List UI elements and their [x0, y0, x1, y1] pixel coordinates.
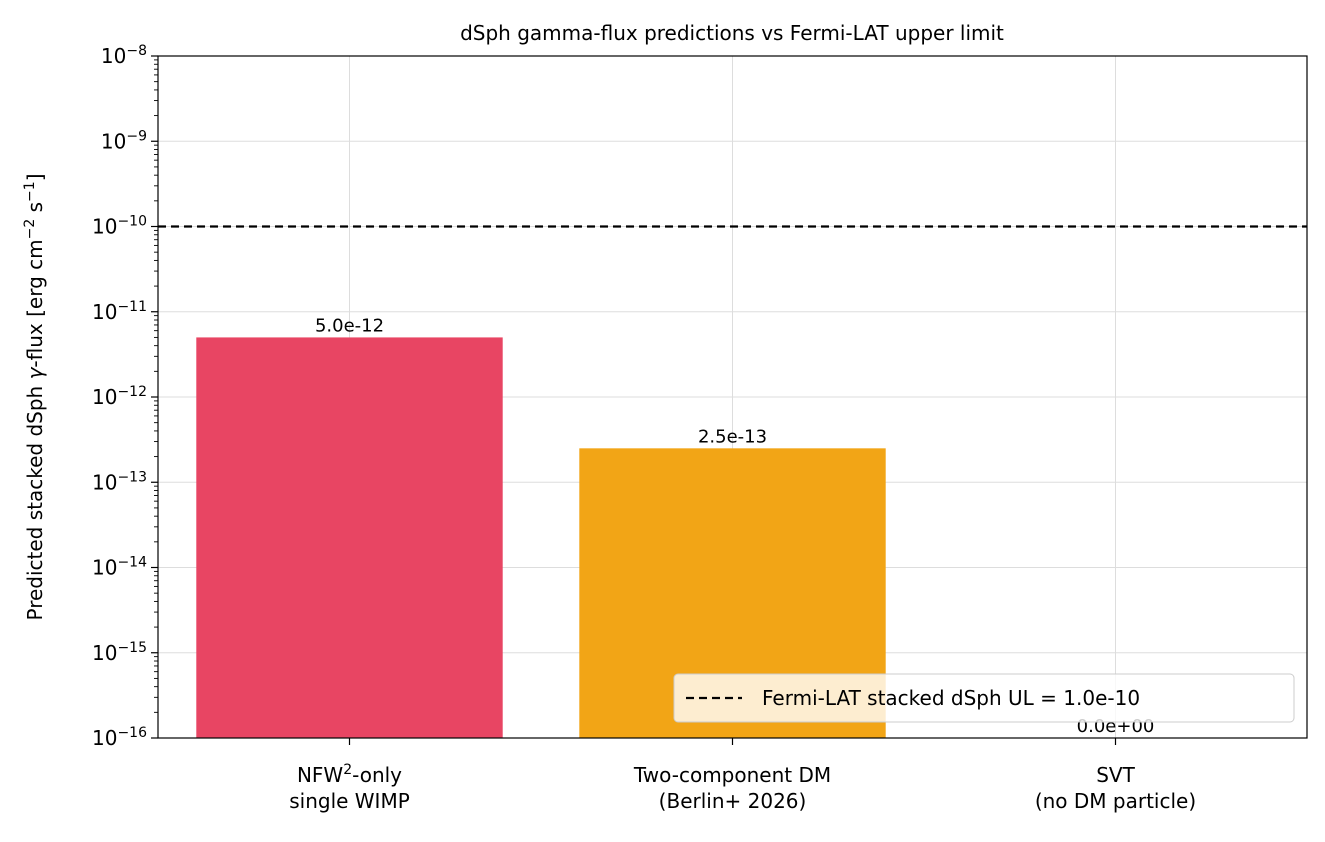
bar-value-label: 2.5e-13: [698, 426, 767, 447]
x-tick-label-line2: (Berlin+ 2026): [659, 789, 807, 813]
y-tick-label: 10−9: [101, 128, 147, 153]
x-tick-label-line1: Two-component DM: [633, 763, 831, 787]
chart-title: dSph gamma-flux predictions vs Fermi-LAT…: [460, 21, 1004, 45]
x-tick-label-line1: NFW2-only: [297, 762, 402, 787]
y-tick-label: 10−11: [92, 299, 147, 324]
y-ticks: 10−16 10−15 10−14 10−13 10−12 10−11 10−10 10−9 1…: [92, 43, 158, 750]
plot-frame: [157, 55, 1308, 739]
y-tick-label: 10−13: [92, 469, 147, 494]
bar-value-label: 5.0e-12: [315, 315, 384, 336]
legend-box: [673, 673, 1295, 723]
x-tick-label-line2: single WIMP: [289, 789, 410, 813]
bar: [196, 337, 503, 738]
x-tick-label-line2: (no DM particle): [1035, 789, 1196, 813]
legend-label: Fermi-LAT stacked dSph UL = 1.0e-10: [762, 686, 1140, 710]
y-tick-label: 10−10: [92, 214, 147, 239]
minor-ticks: [154, 59, 158, 713]
x-tick-label-line1: SVT: [1096, 763, 1135, 787]
y-axis-label: Predicted stacked dSph γ-flux [erg cm−2 …: [22, 173, 47, 620]
y-tick-label: 10−14: [92, 555, 147, 580]
y-tick-label: 10−8: [101, 43, 147, 68]
y-tick-label: 10−16: [92, 725, 147, 750]
bars: [196, 337, 886, 738]
legend: Fermi-LAT stacked dSph UL = 1.0e-10: [673, 673, 1295, 723]
y-tick-label: 10−12: [92, 384, 147, 409]
y-tick-label: 10−15: [92, 640, 147, 665]
